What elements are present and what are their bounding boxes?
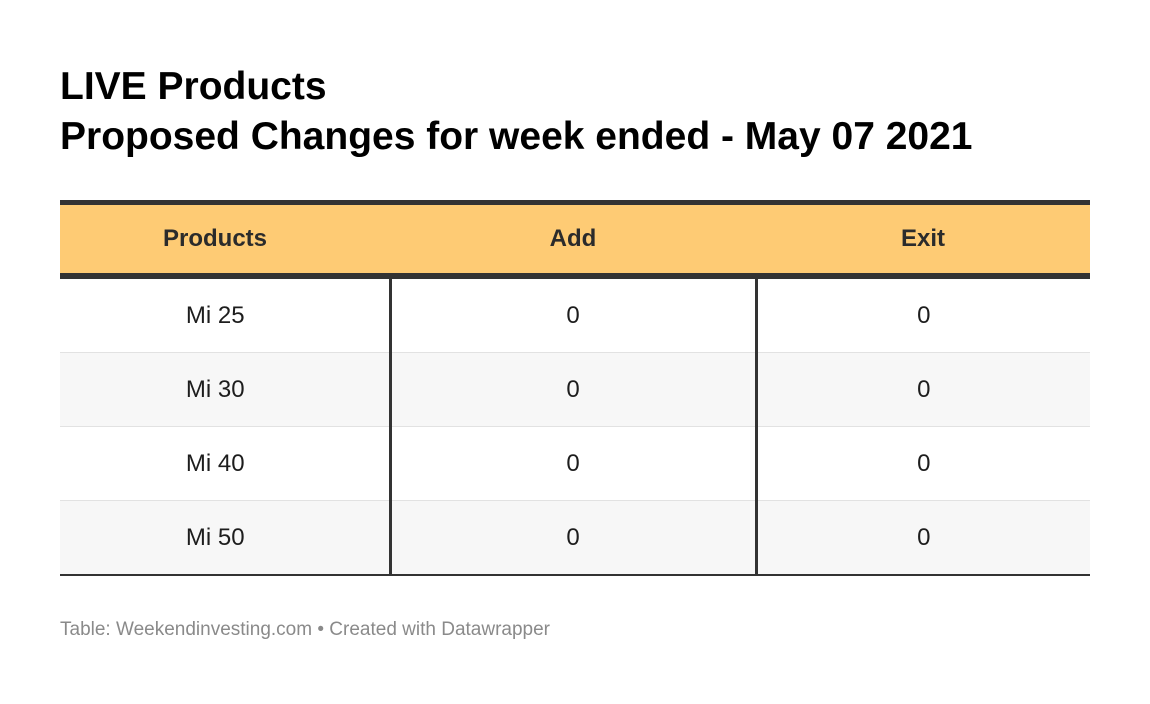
table-row: Mi 25 0 0 bbox=[60, 276, 1090, 353]
table-row: Mi 40 0 0 bbox=[60, 426, 1090, 501]
table-cell-product: Mi 40 bbox=[60, 426, 390, 501]
table-header-row: Products Add Exit bbox=[60, 200, 1090, 279]
table-cell-add: 0 bbox=[388, 500, 758, 576]
table-cell-product: Mi 25 bbox=[60, 276, 390, 353]
table-cell-exit: 0 bbox=[756, 352, 1090, 427]
table-cell-exit: 0 bbox=[756, 276, 1090, 353]
table-row: Mi 30 0 0 bbox=[60, 352, 1090, 427]
table-row: Mi 50 0 0 bbox=[60, 500, 1090, 576]
table-cell-exit: 0 bbox=[756, 500, 1090, 576]
column-header-products[interactable]: Products bbox=[60, 200, 390, 279]
table-cell-product: Mi 30 bbox=[60, 352, 390, 427]
source-note: Table: Weekendinvesting.com bbox=[60, 619, 313, 640]
table-cell-add: 0 bbox=[388, 352, 758, 427]
table-body: Mi 25 0 0 Mi 30 0 0 Mi 40 0 0 Mi 50 0 0 bbox=[60, 276, 1090, 576]
chart-footer: Table: Weekendinvesting.com • Created wi… bbox=[60, 619, 550, 641]
datawrapper-credit[interactable]: Created with Datawrapper bbox=[329, 619, 551, 640]
footer-separator: • bbox=[317, 619, 325, 640]
table-header: Products Add Exit bbox=[60, 200, 1090, 279]
table-cell-add: 0 bbox=[388, 276, 758, 353]
column-header-exit[interactable]: Exit bbox=[756, 200, 1090, 279]
data-table-container: Products Add Exit Mi 25 0 0 Mi 30 0 0 Mi… bbox=[60, 200, 1090, 576]
data-table: Products Add Exit Mi 25 0 0 Mi 30 0 0 Mi… bbox=[60, 200, 1090, 576]
column-header-add[interactable]: Add bbox=[390, 200, 756, 279]
table-cell-add: 0 bbox=[388, 426, 758, 501]
table-cell-product: Mi 50 bbox=[60, 500, 390, 576]
chart-title: LIVE Products bbox=[60, 65, 327, 108]
chart-title-block: LIVE Products Proposed Changes for week … bbox=[60, 62, 1090, 162]
chart-subtitle: Proposed Changes for week ended - May 07… bbox=[60, 115, 973, 158]
table-cell-exit: 0 bbox=[756, 426, 1090, 501]
